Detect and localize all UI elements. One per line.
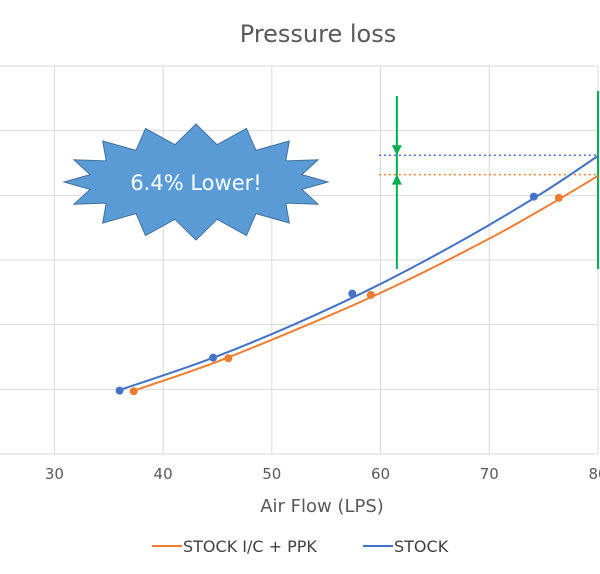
data-point — [115, 386, 124, 395]
data-point — [554, 193, 563, 202]
series-trendline — [119, 155, 599, 391]
legend-label: STOCK — [394, 537, 449, 556]
legend: STOCK I/C + PPK STOCK — [152, 537, 449, 556]
x-axis-label: Air Flow (LPS) — [260, 496, 384, 517]
x-tick-label: 60 — [371, 465, 390, 483]
data-point — [366, 290, 375, 299]
starburst-shape — [62, 123, 330, 241]
series-layer — [115, 155, 599, 396]
reference-lines — [378, 91, 599, 269]
data-point — [529, 192, 538, 201]
legend-label: STOCK I/C + PPK — [183, 537, 317, 556]
x-tick-label: 30 — [45, 465, 64, 483]
arrow-down-icon — [391, 145, 402, 156]
annotation-burst: 6.4% Lower! — [62, 123, 330, 241]
arrow-up-icon — [391, 174, 402, 185]
x-tick-label: 80 — [588, 465, 600, 483]
x-tick-label: 70 — [480, 465, 499, 483]
data-point — [209, 353, 218, 362]
x-tick-labels: 30 40 50 60 70 80 — [45, 465, 600, 483]
x-tick-label: 40 — [154, 465, 173, 483]
series-trendline — [133, 175, 599, 392]
chart-title: Pressure loss — [240, 20, 396, 48]
annotation-text: 6.4% Lower! — [130, 171, 261, 195]
data-point — [129, 387, 138, 396]
data-point — [348, 289, 357, 298]
x-tick-label: 50 — [262, 465, 281, 483]
chart-grid — [0, 65, 599, 455]
data-point — [224, 354, 233, 363]
